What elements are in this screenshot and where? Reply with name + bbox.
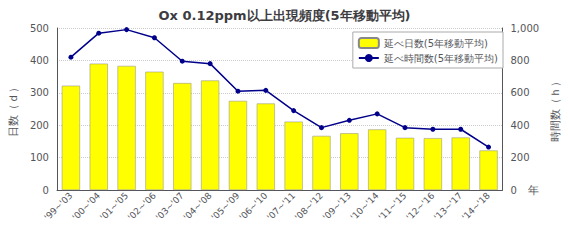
svg-text:600: 600	[510, 87, 529, 98]
svg-text:'08~'12: '08~'12	[293, 190, 325, 222]
svg-text:'14~'18: '14~'18	[460, 190, 492, 222]
svg-text:年: 年	[528, 184, 539, 197]
svg-text:'03~'07: '03~'07	[154, 190, 186, 222]
svg-text:500: 500	[30, 23, 49, 34]
svg-text:0: 0	[43, 185, 49, 196]
svg-text:200: 200	[30, 120, 49, 131]
svg-text:'99~'03: '99~'03	[42, 190, 74, 222]
svg-text:'09~'13: '09~'13	[321, 190, 353, 222]
svg-text:200: 200	[510, 152, 529, 163]
svg-text:'05~'09: '05~'09	[209, 190, 241, 222]
svg-text:'10~'14: '10~'14	[349, 190, 381, 222]
svg-text:'11~'15: '11~'15	[376, 190, 408, 222]
svg-text:時間数（ｈ）: 時間数（ｈ）	[549, 76, 562, 142]
svg-text:'02~'06: '02~'06	[126, 190, 158, 222]
svg-text:Ox 0.12ppm以上出現頻度(5年移動平均): Ox 0.12ppm以上出現頻度(5年移動平均)	[158, 8, 410, 23]
svg-text:300: 300	[30, 87, 49, 98]
svg-text:800: 800	[510, 55, 529, 66]
svg-text:1,000: 1,000	[510, 23, 539, 34]
svg-text:'12~'16: '12~'16	[404, 190, 436, 222]
svg-text:'06~'10: '06~'10	[237, 190, 269, 222]
svg-text:400: 400	[510, 120, 529, 131]
svg-text:100: 100	[30, 152, 49, 163]
svg-text:日数（ｄ）: 日数（ｄ）	[7, 82, 20, 137]
svg-text:延べ時間数(5年移動平均): 延べ時間数(5年移動平均)	[383, 53, 498, 64]
svg-text:'04~'08: '04~'08	[182, 190, 214, 222]
svg-text:400: 400	[30, 55, 49, 66]
svg-text:'07~'11: '07~'11	[265, 190, 297, 222]
svg-text:'13~'17: '13~'17	[432, 190, 464, 222]
svg-text:延べ日数(5年移動平均): 延べ日数(5年移動平均)	[383, 38, 488, 49]
svg-text:0: 0	[510, 185, 516, 196]
svg-text:'00~'04: '00~'04	[70, 190, 102, 222]
svg-text:'01~'05: '01~'05	[98, 190, 130, 222]
